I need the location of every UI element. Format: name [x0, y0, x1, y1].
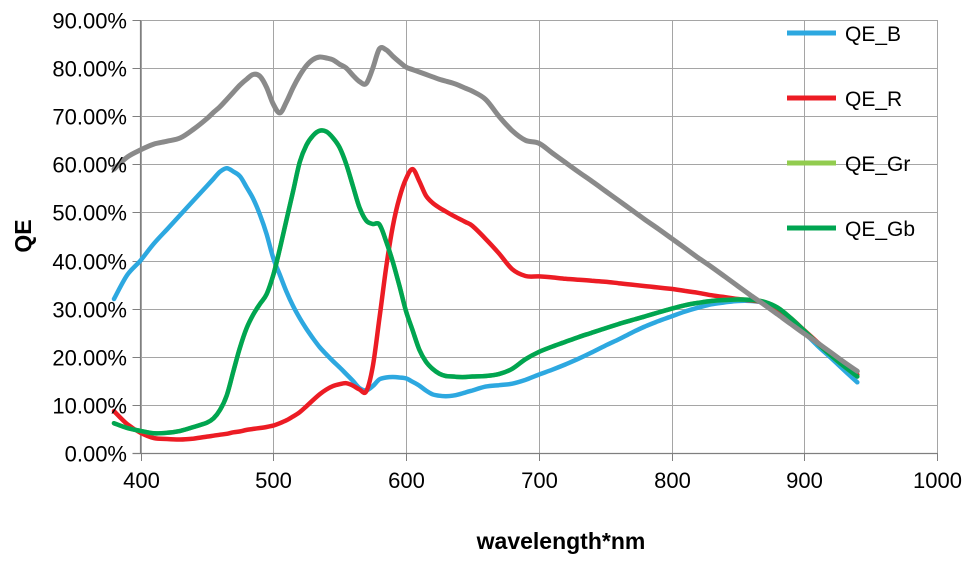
- legend-entry-qe_gr: QE_Gr: [787, 153, 910, 176]
- y-tick-label: 60.00%: [52, 153, 127, 178]
- y-tick-label: 10.00%: [52, 394, 127, 419]
- legend-label-qe_r: QE_R: [845, 88, 902, 111]
- y-tick-label: 50.00%: [52, 201, 127, 226]
- y-tick-label: 30.00%: [52, 298, 127, 323]
- y-tick-label: 0.00%: [65, 442, 127, 467]
- x-axis-title: wavelength*nm: [476, 528, 646, 554]
- x-tick-label: 900: [786, 468, 823, 493]
- x-tick-label: 800: [654, 468, 691, 493]
- series-qe_r-line: [111, 166, 860, 442]
- y-tick-label: 90.00%: [52, 9, 127, 34]
- series-qe_gb-line: [111, 128, 860, 436]
- y-tick-label: 40.00%: [52, 250, 127, 275]
- legend-entry-qe_b: QE_B: [787, 23, 901, 46]
- legend-label-qe_gb: QE_Gb: [845, 218, 915, 241]
- x-tick-label: 400: [123, 468, 160, 493]
- axis-tick-labels: 0.00% 10.00% 20.00% 30.00% 40.00% 50.00% 60.00…: [52, 9, 962, 494]
- legend-label-qe_b: QE_B: [845, 23, 901, 46]
- legend-entry-qe_r: QE_R: [787, 88, 902, 111]
- x-tick-label: 500: [255, 468, 292, 493]
- x-tick-label: 700: [521, 468, 558, 493]
- y-axis-title: QE: [10, 219, 36, 252]
- series-qe_b-line: [111, 165, 860, 399]
- y-tick-label: 70.00%: [52, 105, 127, 130]
- axes: [132, 20, 938, 461]
- x-tick-label: 600: [388, 468, 425, 493]
- legend-label-qe_gr: QE_Gr: [845, 153, 910, 176]
- x-tick-label: 1000: [913, 468, 962, 493]
- legend-entry-qe_gb: QE_Gb: [787, 218, 915, 241]
- y-tick-label: 20.00%: [52, 346, 127, 371]
- gridlines: [140, 20, 938, 453]
- y-tick-label: 80.00%: [52, 57, 127, 82]
- series-lines: [111, 45, 860, 442]
- legend: QE_B QE_R QE_Gr QE_Gb: [787, 23, 915, 241]
- series-gray_unlabeled-line: [111, 45, 860, 374]
